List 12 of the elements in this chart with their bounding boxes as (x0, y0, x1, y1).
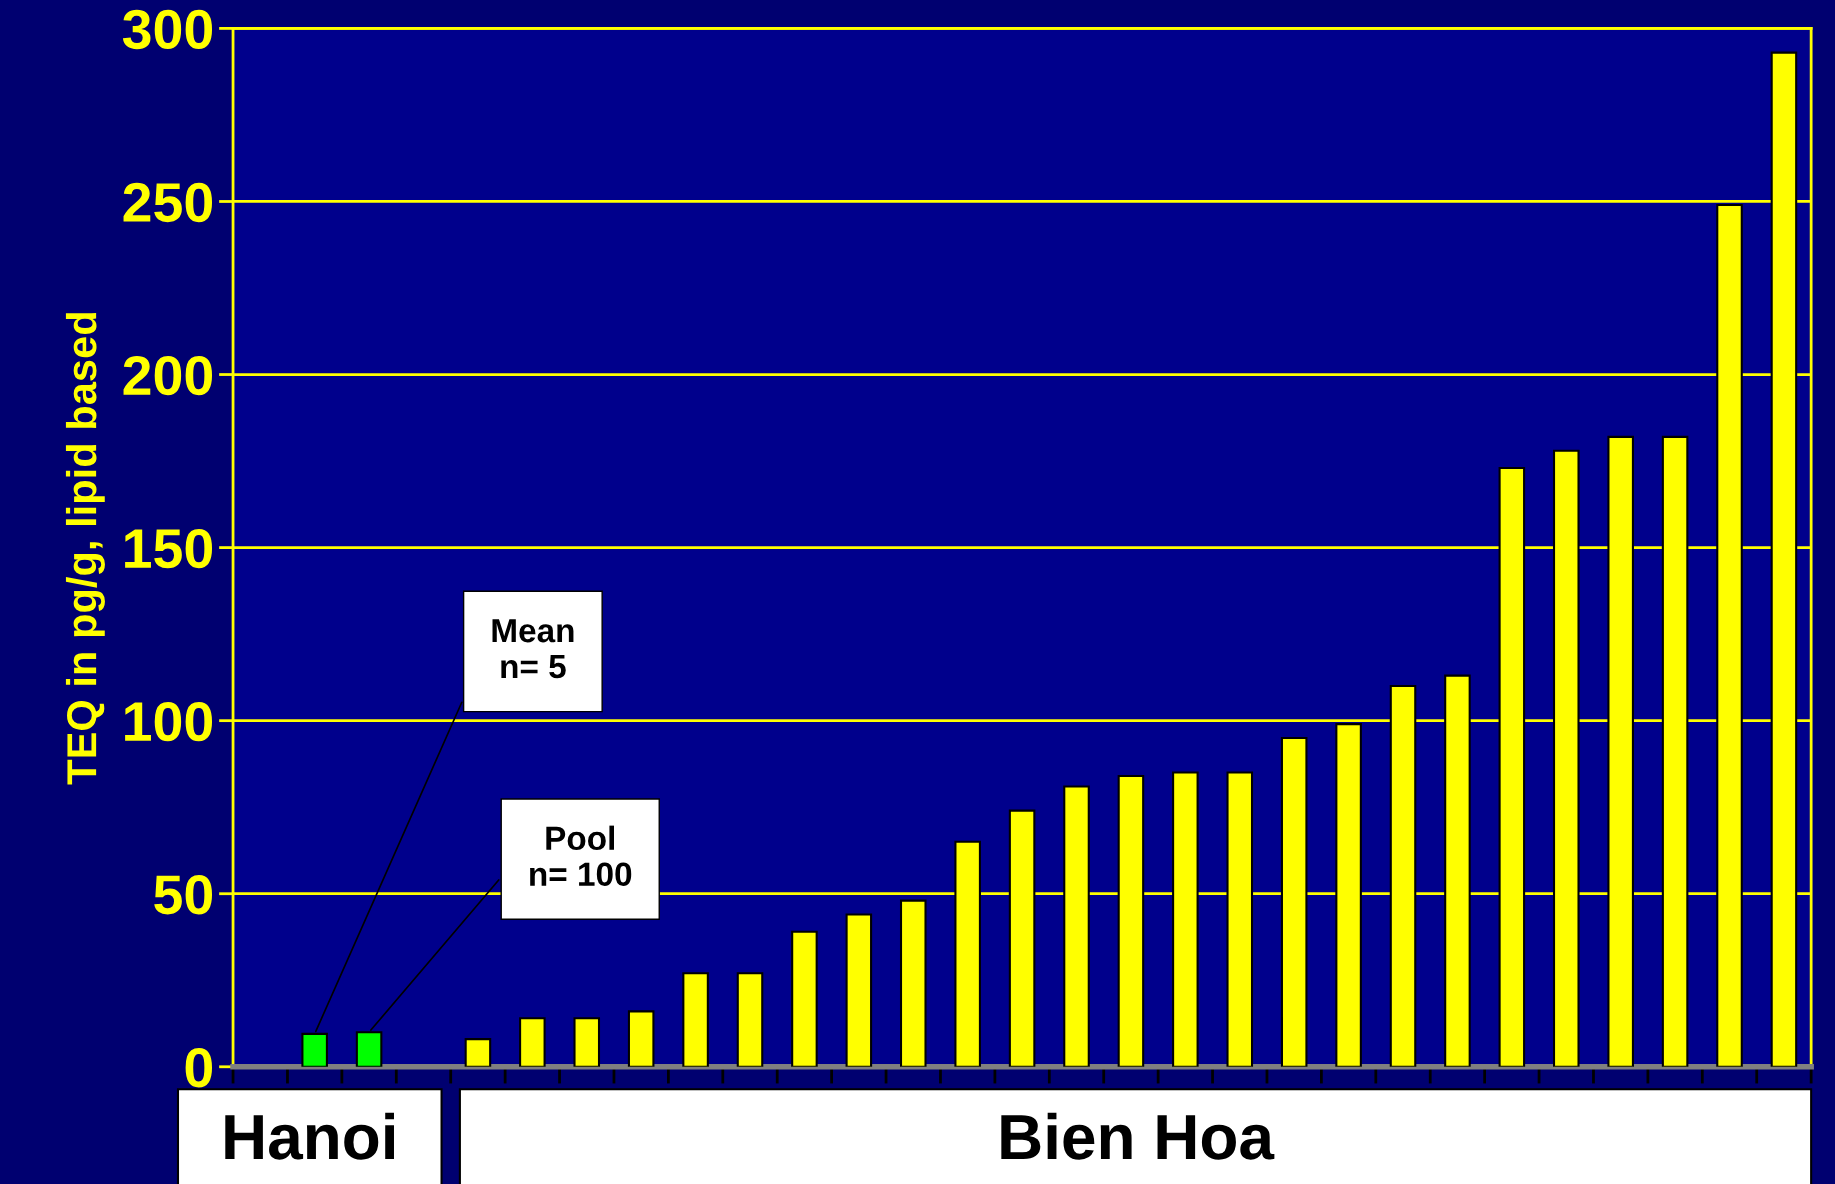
text: Bien Hoa (1001, 1112, 1275, 1160)
annotation: Pool n= 100 (530, 825, 632, 887)
y-axis-title: TEQ in pg/g, lipid based (65, 313, 105, 785)
y-tick-label: 150 (125, 528, 213, 569)
y-tick-label: 300 (122, 9, 213, 50)
y-tick-label: 50 (154, 875, 213, 915)
y-tick-label: 200 (123, 355, 213, 396)
text: Hanoi (225, 1112, 394, 1160)
y-tick-label: 100 (125, 702, 213, 742)
y-tick-label: 0 (185, 1048, 213, 1088)
annotation: Mean n= 5 (492, 619, 574, 679)
y-tick-label: 250 (123, 182, 213, 223)
